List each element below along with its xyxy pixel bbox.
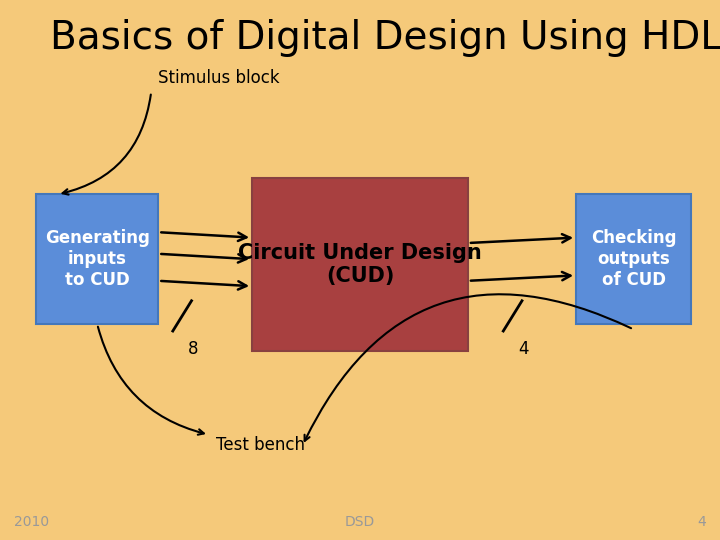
Text: 4: 4 [518,340,529,358]
Text: Circuit Under Design
(CUD): Circuit Under Design (CUD) [238,243,482,286]
Text: Generating
inputs
to CUD: Generating inputs to CUD [45,230,150,289]
Text: Checking
outputs
of CUD: Checking outputs of CUD [591,230,676,289]
Text: Test bench: Test bench [216,436,305,455]
Text: 2010: 2010 [14,515,50,529]
FancyBboxPatch shape [36,194,158,324]
Text: 8: 8 [188,340,199,358]
Text: Basics of Digital Design Using HDLs: Basics of Digital Design Using HDLs [50,19,720,57]
FancyBboxPatch shape [252,178,468,351]
Text: DSD: DSD [345,515,375,529]
Text: Stimulus block: Stimulus block [158,69,280,87]
FancyBboxPatch shape [576,194,691,324]
Text: 4: 4 [697,515,706,529]
